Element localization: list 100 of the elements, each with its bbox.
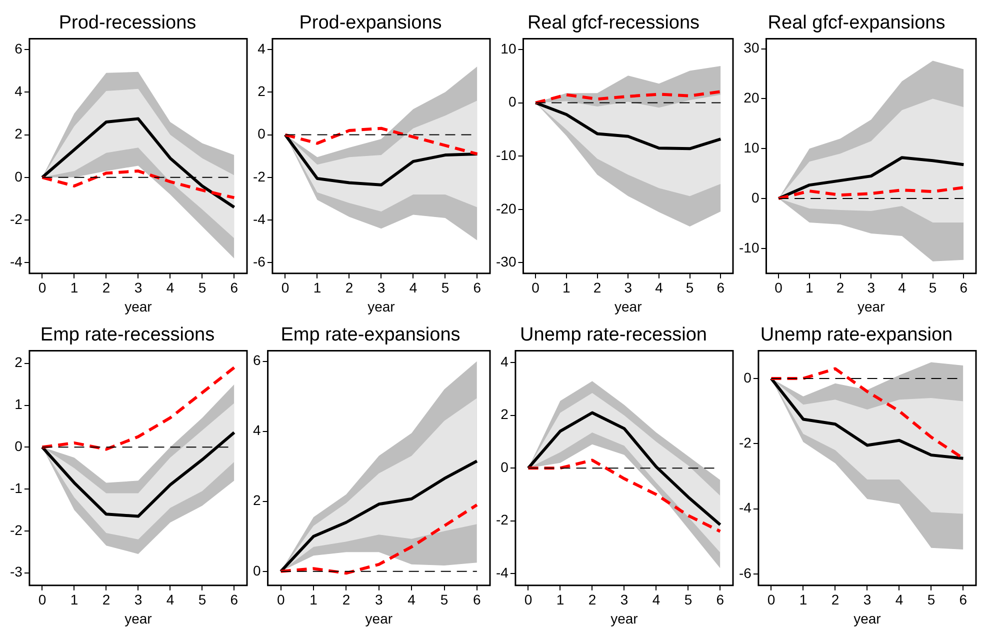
y-tick-label: -2: [252, 168, 266, 184]
y-tick-label: 30: [744, 40, 760, 56]
x-tick-label: 4: [895, 592, 904, 608]
y-tick-label: 2: [258, 82, 266, 99]
y-tick-label: 0: [14, 168, 23, 184]
x-tick-label: 4: [408, 592, 416, 608]
x-tick-label: 0: [524, 592, 532, 608]
y-tick-label: 2: [252, 492, 261, 508]
x-tick-label: 0: [276, 592, 285, 608]
y-tick-label: -2: [10, 210, 23, 227]
x-tick-label: 6: [716, 280, 725, 296]
x-tick-label: 4: [409, 280, 418, 296]
x-axis-title: year: [124, 610, 152, 626]
x-tick-label: 1: [799, 592, 808, 608]
x-tick-label: 4: [166, 592, 174, 608]
chart-title: Real gfcf-expansions: [768, 12, 946, 34]
y-tick-label: 0: [751, 189, 760, 206]
y-tick-label: 20: [744, 90, 760, 106]
chart-title: Emp rate-recessions: [40, 324, 215, 346]
line-series: [40, 366, 236, 451]
x-tick-label: 0: [281, 280, 290, 296]
x-tick-label: 5: [928, 280, 937, 296]
x-tick-label: 1: [313, 280, 322, 296]
y-tick-label: -4: [738, 500, 752, 516]
x-tick-label: 3: [867, 280, 876, 296]
x-tick-label: 5: [686, 280, 694, 296]
y-tick-label: -10: [739, 239, 760, 256]
y-tick-label: -6: [738, 564, 752, 581]
x-tick-label: 3: [134, 592, 142, 608]
y-tick-label: -20: [496, 200, 516, 216]
x-tick-label: 5: [927, 592, 936, 608]
x-axis-title: year: [858, 298, 886, 314]
y-tick-label: -2: [738, 434, 752, 451]
y-tick-label: 0: [252, 562, 261, 578]
chart-title: Unemp rate-expansion: [760, 324, 953, 346]
x-tick-label: 4: [166, 280, 174, 296]
x-tick-label: 0: [767, 592, 776, 608]
x-tick-label: 1: [70, 592, 78, 608]
y-tick-label: -4: [496, 564, 509, 580]
x-tick-label: 0: [774, 280, 783, 296]
line-series: [777, 186, 966, 200]
x-tick-label: 3: [620, 592, 628, 608]
y-tick-label: 1: [14, 396, 23, 412]
y-tick-label: -6: [252, 254, 266, 270]
y-tick-label: 0: [508, 94, 516, 110]
x-tick-label: 4: [652, 592, 660, 608]
x-tick-label: 1: [310, 592, 318, 608]
y-tick-label: 4: [14, 82, 23, 99]
x-tick-label: 0: [532, 280, 540, 296]
y-tick-label: 0: [14, 438, 23, 454]
y-tick-label: -30: [496, 254, 516, 270]
y-tick-label: 2: [14, 354, 23, 370]
x-tick-label: 6: [960, 280, 968, 296]
x-tick-label: 6: [230, 592, 238, 608]
x-tick-label: 2: [593, 280, 602, 296]
x-tick-label: 0: [38, 280, 46, 296]
y-tick-label: 2: [14, 126, 23, 142]
y-tick-label: 10: [744, 139, 760, 156]
x-tick-label: 2: [345, 280, 354, 296]
line-series: [40, 170, 236, 200]
x-tick-label: 2: [102, 592, 110, 608]
line-series: [279, 503, 478, 575]
x-tick-label: 2: [102, 280, 110, 296]
y-tick-label: 6: [252, 352, 261, 368]
x-tick-label: 3: [374, 592, 383, 608]
y-tick-label: 10: [500, 40, 516, 56]
x-tick-label: 6: [716, 592, 724, 608]
x-tick-label: 3: [377, 280, 386, 296]
x-tick-label: 1: [806, 280, 814, 296]
x-tick-label: 1: [562, 280, 571, 296]
chart-title: Unemp rate-recession: [520, 324, 707, 346]
y-tick-label: 6: [14, 40, 23, 56]
x-tick-label: 0: [38, 592, 46, 608]
x-tick-label: 3: [134, 280, 142, 296]
x-axis-title: year: [610, 610, 638, 626]
line-series: [534, 90, 722, 104]
x-tick-label: 5: [441, 280, 450, 296]
x-axis-title: year: [368, 298, 396, 314]
x-tick-label: 2: [836, 280, 844, 296]
x-tick-label: 5: [198, 592, 206, 608]
x-tick-label: 6: [473, 280, 482, 296]
y-tick-label: 4: [252, 422, 261, 438]
x-tick-label: 3: [624, 280, 632, 296]
y-tick-label: -1: [10, 480, 23, 496]
x-tick-label: 2: [588, 592, 596, 608]
chart-title: Real gfcf-recessions: [527, 12, 700, 34]
x-axis-title: year: [124, 298, 152, 314]
x-tick-label: 6: [959, 592, 968, 608]
y-tick-label: 4: [258, 40, 266, 56]
y-tick-label: -4: [252, 210, 266, 227]
line-series: [526, 458, 722, 533]
y-tick-label: 0: [500, 458, 509, 475]
chart-title: Emp rate-expansions: [280, 324, 460, 346]
x-tick-label: 5: [440, 592, 448, 608]
chart-title: Prod-expansions: [299, 12, 442, 34]
x-axis-title: year: [614, 298, 642, 314]
x-tick-label: 2: [342, 592, 350, 608]
x-tick-label: 2: [831, 592, 840, 608]
line-series: [284, 126, 479, 156]
x-tick-label: 6: [473, 592, 482, 608]
